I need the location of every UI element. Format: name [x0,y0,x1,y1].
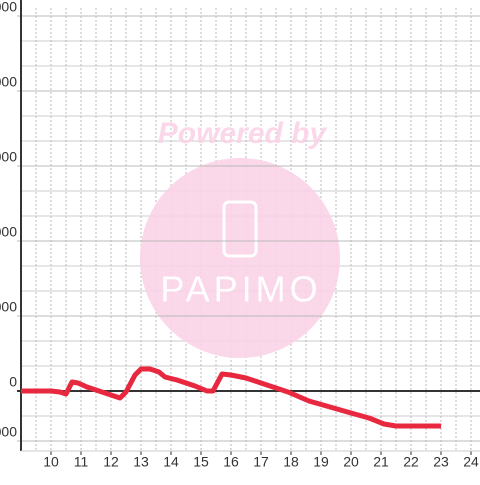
watermark: Powered by PAPIMO [140,117,340,358]
x-tick-label: 23 [433,454,449,470]
watermark-logo: PAPIMO [160,269,321,310]
phone-icon [222,200,258,258]
watermark-circle [140,158,340,358]
x-tick-label: 18 [283,454,299,470]
y-tick-label: 150,000 [0,0,17,15]
x-tick-label: 21 [373,454,389,470]
y-tick-label: -20,000 [0,424,17,440]
x-tick-label: 11 [74,454,89,470]
watermark-text: Powered by [158,117,328,150]
y-tick-label: 90,000 [0,149,17,165]
x-tick-label: 17 [253,454,269,470]
y-tick-label: 30,000 [0,299,17,315]
y-tick-label: 120,000 [0,74,17,90]
x-tick-label: 24 [463,454,479,470]
x-tick-label: 22 [403,454,419,470]
y-tick-label: 60,000 [0,224,17,240]
x-tick-label: 19 [313,454,329,470]
x-tick-label: 13 [133,454,149,470]
x-tick-label: 14 [163,454,179,470]
x-tick-label: 12 [103,454,119,470]
y-tick-label: 0 [9,374,17,390]
x-tick-label: 15 [193,454,209,470]
x-tick-label: 10 [43,454,59,470]
x-tick-label: 16 [223,454,239,470]
line-series [21,366,441,429]
x-tick-label: 20 [343,454,359,470]
